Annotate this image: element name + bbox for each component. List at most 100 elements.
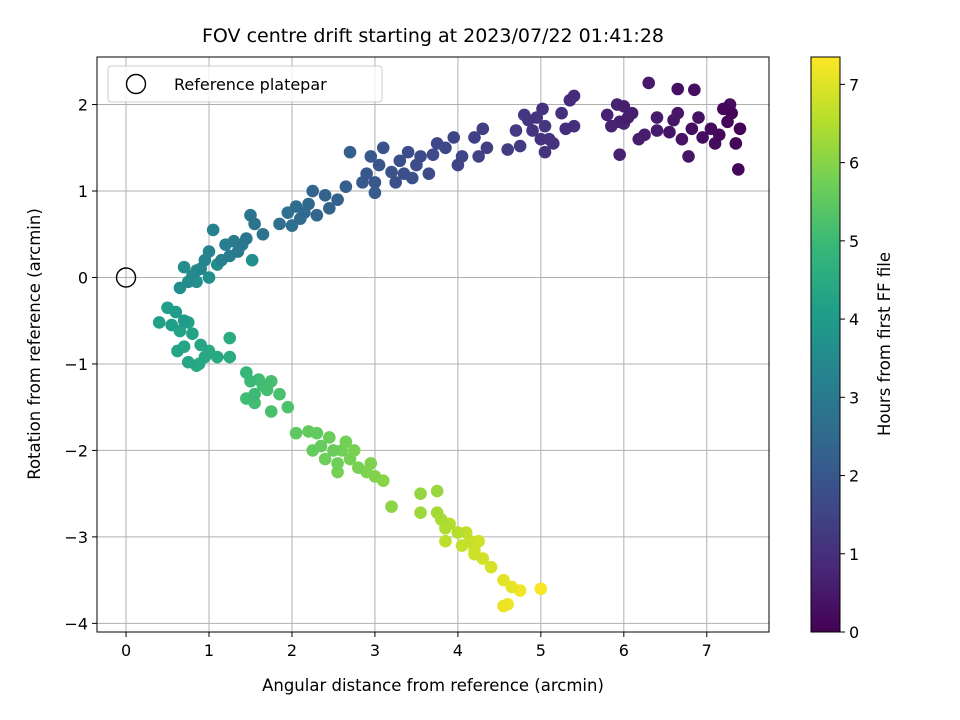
data-point bbox=[273, 217, 286, 231]
data-point bbox=[732, 163, 745, 176]
colorbar bbox=[810, 56, 841, 633]
data-point bbox=[186, 327, 199, 340]
data-point bbox=[733, 122, 747, 136]
data-point bbox=[285, 219, 299, 232]
data-point bbox=[310, 208, 324, 222]
data-point bbox=[169, 305, 183, 319]
data-point bbox=[152, 316, 166, 329]
data-point bbox=[206, 223, 220, 237]
data-point bbox=[281, 400, 295, 414]
y-tick-label: −3 bbox=[64, 528, 88, 547]
data-point bbox=[318, 189, 332, 202]
data-point bbox=[536, 102, 549, 116]
data-point bbox=[621, 111, 635, 124]
data-point bbox=[534, 582, 548, 596]
data-point bbox=[264, 405, 278, 418]
data-point bbox=[468, 131, 481, 144]
data-point bbox=[302, 197, 315, 211]
data-point bbox=[729, 137, 743, 150]
plot-frame bbox=[96, 56, 770, 633]
colorbar-label: Hours from first FF file bbox=[875, 252, 894, 436]
data-point bbox=[538, 119, 552, 133]
x-tick-label: 0 bbox=[121, 641, 131, 660]
y-axis-ticks: −4 −3 −2 −1 0 1 2 bbox=[64, 96, 97, 633]
y-axis-label: Rotation from reference (arcmin) bbox=[25, 208, 44, 480]
data-point bbox=[310, 426, 324, 440]
legend-label: Reference platepar bbox=[174, 75, 327, 94]
data-point bbox=[385, 500, 398, 513]
data-point bbox=[671, 82, 685, 96]
data-point bbox=[685, 122, 699, 136]
data-point bbox=[455, 539, 469, 552]
data-point bbox=[613, 148, 626, 162]
data-point bbox=[364, 457, 378, 470]
data-point bbox=[397, 167, 411, 181]
data-point bbox=[289, 426, 303, 440]
data-point bbox=[426, 148, 440, 162]
data-point bbox=[505, 580, 519, 594]
data-point bbox=[306, 444, 320, 457]
colorbar-tick-label: 7 bbox=[849, 75, 859, 94]
data-point bbox=[538, 145, 552, 159]
data-point bbox=[501, 143, 514, 156]
data-point bbox=[696, 131, 709, 144]
data-point bbox=[414, 506, 427, 519]
data-point bbox=[245, 253, 259, 267]
data-point bbox=[509, 124, 523, 137]
data-point bbox=[663, 125, 676, 139]
data-point bbox=[248, 387, 261, 401]
data-point bbox=[322, 431, 336, 444]
data-point bbox=[248, 217, 261, 231]
data-point bbox=[223, 331, 237, 345]
data-point bbox=[306, 184, 320, 198]
data-point bbox=[534, 132, 548, 146]
data-point bbox=[165, 318, 178, 332]
data-point bbox=[389, 176, 402, 189]
y-tick-label: 1 bbox=[78, 182, 88, 201]
data-point bbox=[360, 167, 373, 181]
data-point bbox=[617, 99, 631, 113]
data-point bbox=[240, 366, 253, 379]
data-point bbox=[451, 526, 465, 539]
data-point bbox=[667, 113, 680, 127]
y-tick-label: −4 bbox=[64, 614, 88, 633]
x-axis-ticks: 0 1 2 3 4 5 6 7 bbox=[121, 632, 712, 660]
data-point bbox=[339, 180, 353, 193]
data-point bbox=[318, 452, 332, 466]
data-point bbox=[632, 132, 646, 146]
data-point bbox=[725, 106, 738, 120]
data-point bbox=[472, 150, 485, 163]
data-point bbox=[682, 150, 695, 163]
data-point bbox=[675, 132, 689, 146]
x-tick-label: 5 bbox=[536, 641, 546, 660]
data-point bbox=[177, 260, 191, 274]
colorbar-tick-label: 5 bbox=[849, 232, 859, 251]
data-point bbox=[202, 245, 216, 258]
colorbar-tick-label: 2 bbox=[849, 467, 859, 486]
data-point bbox=[210, 350, 224, 364]
data-point bbox=[688, 83, 701, 97]
data-point bbox=[439, 534, 452, 548]
data-point bbox=[352, 461, 365, 475]
data-point bbox=[480, 141, 494, 155]
data-point bbox=[322, 202, 336, 215]
data-point bbox=[476, 122, 490, 136]
y-tick-label: −1 bbox=[64, 355, 88, 374]
x-tick-label: 7 bbox=[702, 641, 712, 660]
y-tick-label: 0 bbox=[78, 268, 88, 287]
legend: Reference platepar bbox=[107, 65, 383, 103]
data-point bbox=[240, 232, 253, 245]
colorbar-tick-label: 4 bbox=[849, 310, 859, 329]
data-point bbox=[223, 350, 237, 364]
data-point bbox=[401, 145, 415, 159]
data-point bbox=[497, 573, 510, 587]
data-point bbox=[339, 435, 353, 449]
data-point bbox=[447, 131, 461, 144]
colorbar-ticks: 0 1 2 3 4 5 6 7 bbox=[840, 75, 859, 642]
x-tick-label: 1 bbox=[204, 641, 214, 660]
data-point bbox=[368, 176, 382, 189]
legend-box bbox=[107, 65, 383, 103]
data-point bbox=[600, 108, 614, 122]
legend-marker bbox=[125, 73, 147, 95]
data-point bbox=[343, 145, 357, 159]
